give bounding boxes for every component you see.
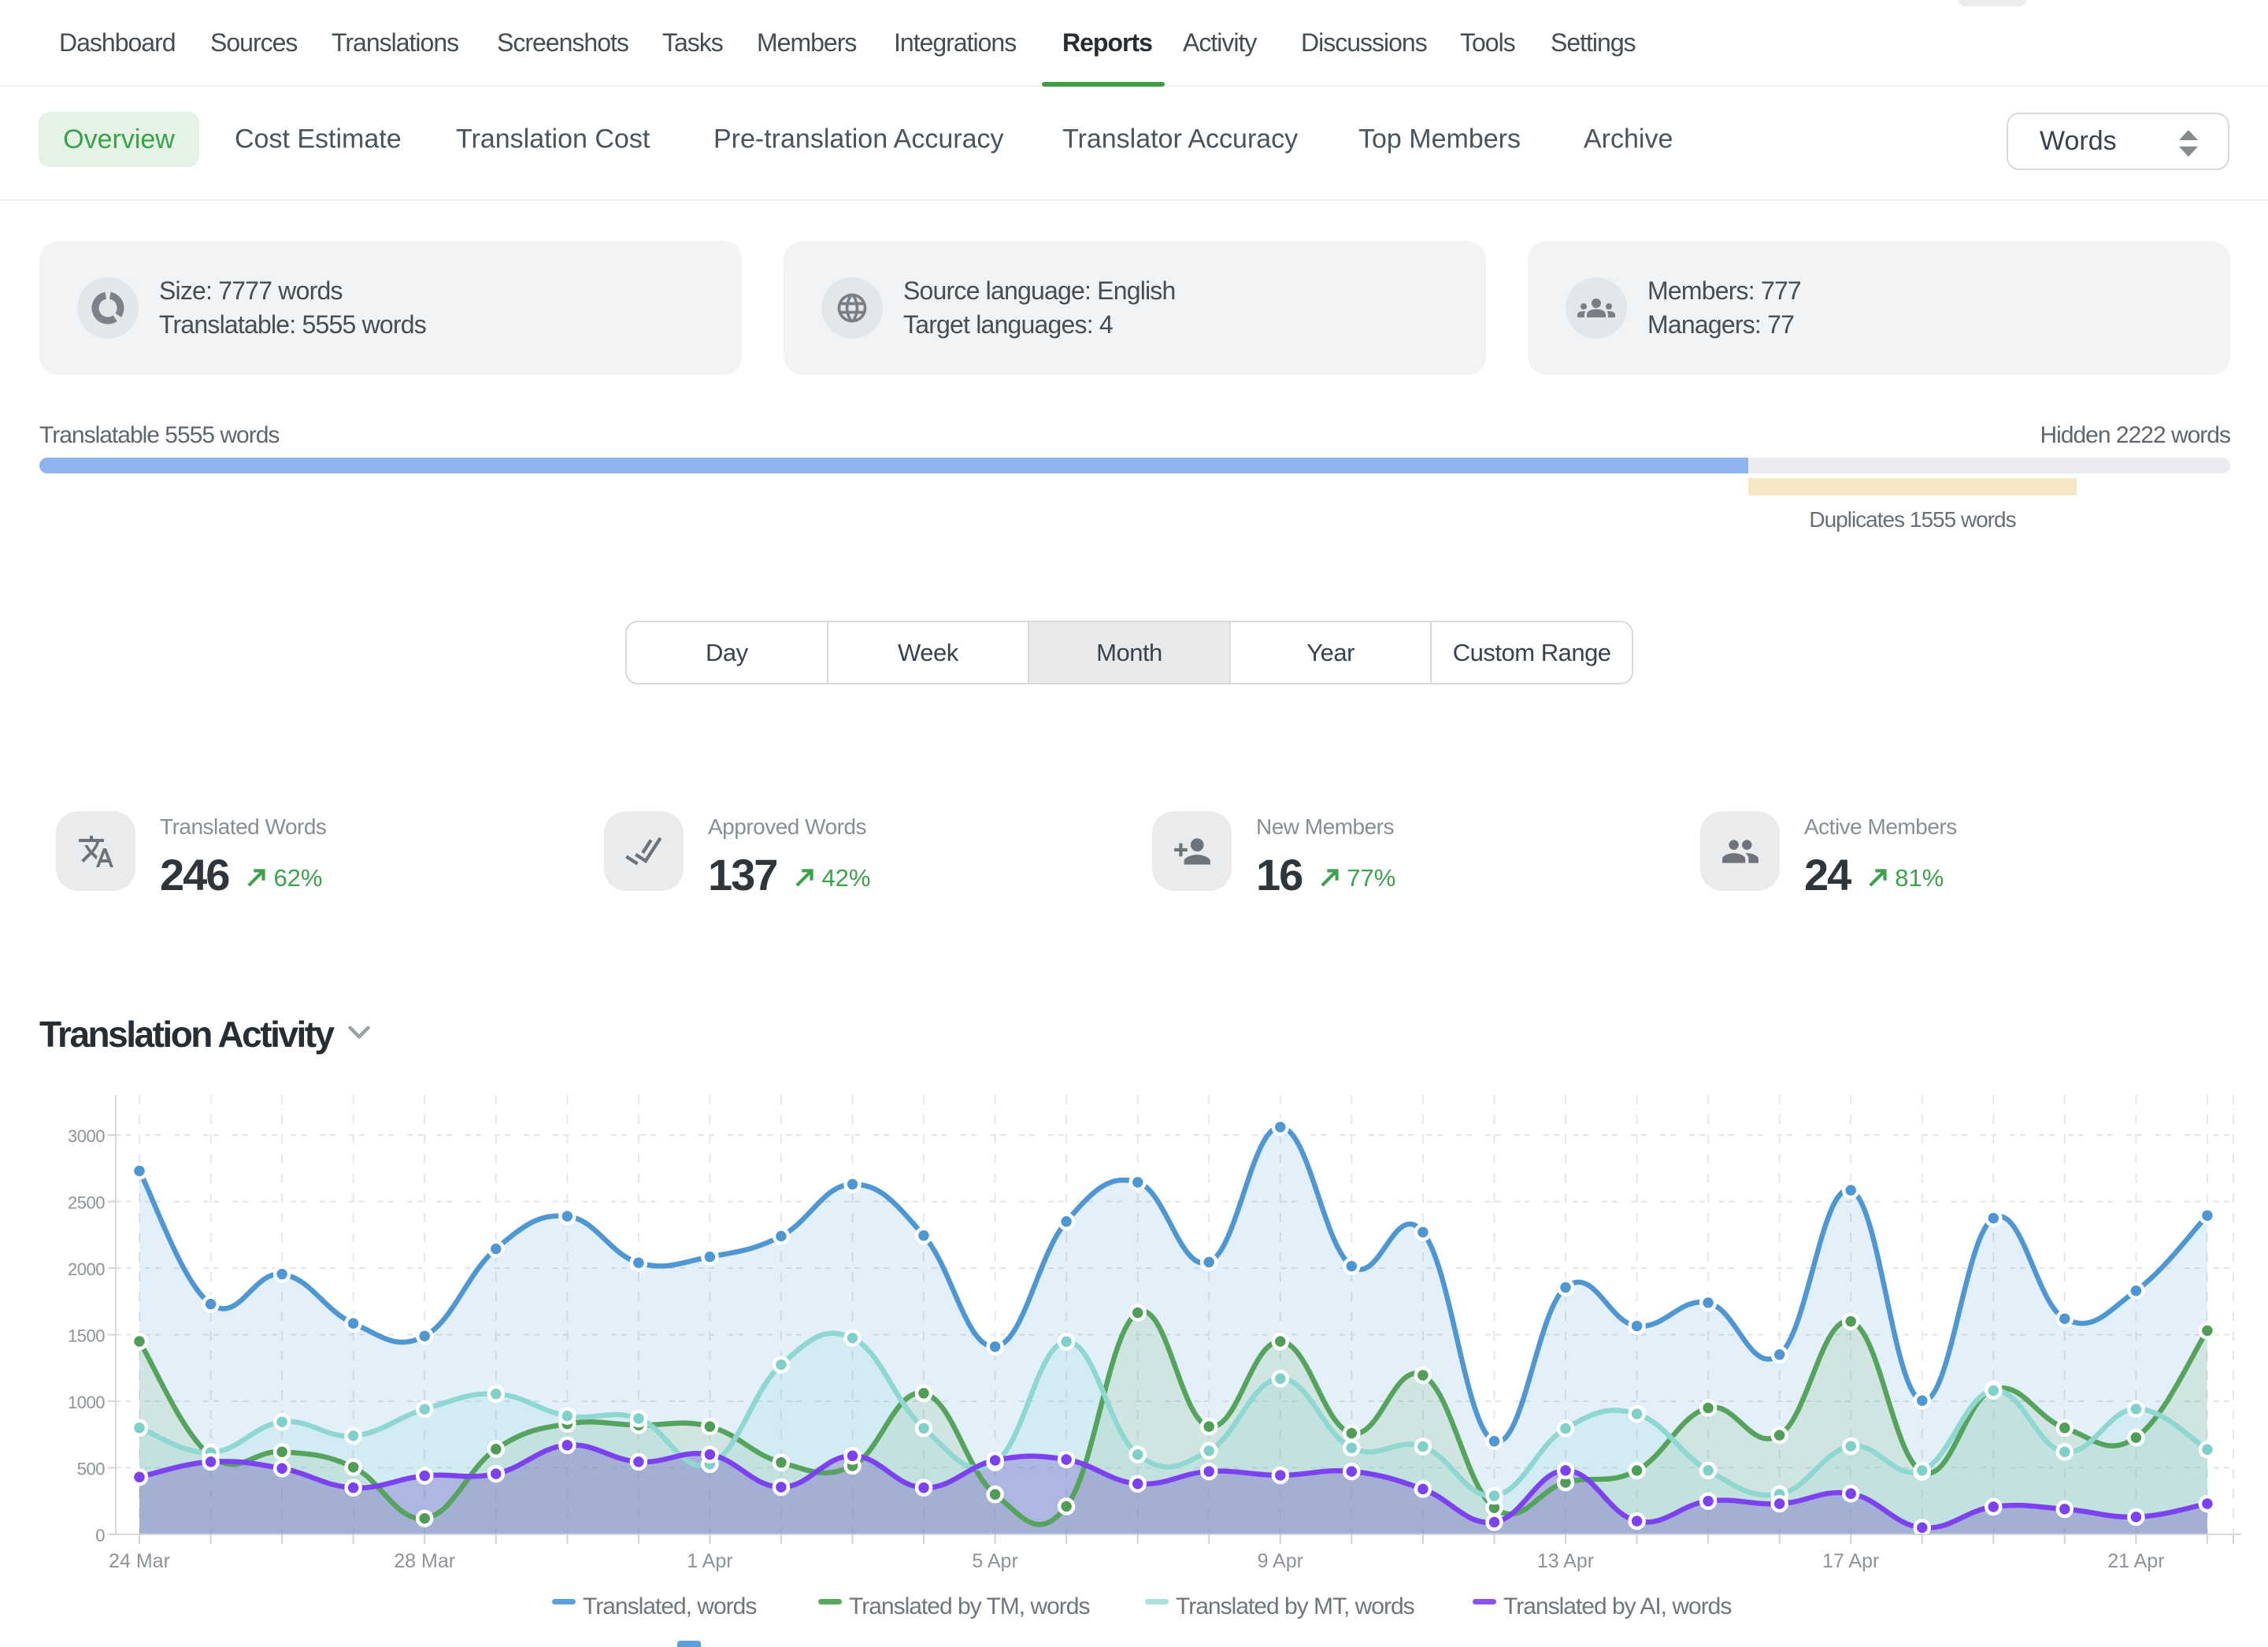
svg-text:Translated by AI, words: Translated by AI, words: [1503, 1593, 1731, 1619]
svg-text:Translated, words: Translated, words: [583, 1593, 756, 1619]
svg-text:2000: 2000: [68, 1259, 105, 1279]
svg-text:Translated by TM, words: Translated by TM, words: [849, 1593, 1089, 1619]
svg-text:5 Apr: 5 Apr: [972, 1550, 1017, 1572]
svg-text:0: 0: [95, 1526, 105, 1545]
svg-text:21 Apr: 21 Apr: [2107, 1550, 2164, 1572]
svg-text:500: 500: [77, 1460, 105, 1479]
svg-text:Translated by MT, words: Translated by MT, words: [1176, 1593, 1414, 1619]
svg-text:13 Apr: 13 Apr: [1537, 1550, 1594, 1572]
svg-text:1000: 1000: [68, 1393, 105, 1412]
svg-text:3000: 3000: [68, 1126, 105, 1146]
svg-text:2500: 2500: [68, 1193, 105, 1213]
svg-text:17 Apr: 17 Apr: [1822, 1550, 1879, 1572]
svg-text:1 Apr: 1 Apr: [687, 1550, 732, 1572]
svg-text:1500: 1500: [68, 1326, 105, 1346]
svg-text:9 Apr: 9 Apr: [1258, 1550, 1303, 1572]
svg-text:24 Mar: 24 Mar: [109, 1550, 170, 1572]
svg-text:28 Mar: 28 Mar: [394, 1550, 455, 1572]
